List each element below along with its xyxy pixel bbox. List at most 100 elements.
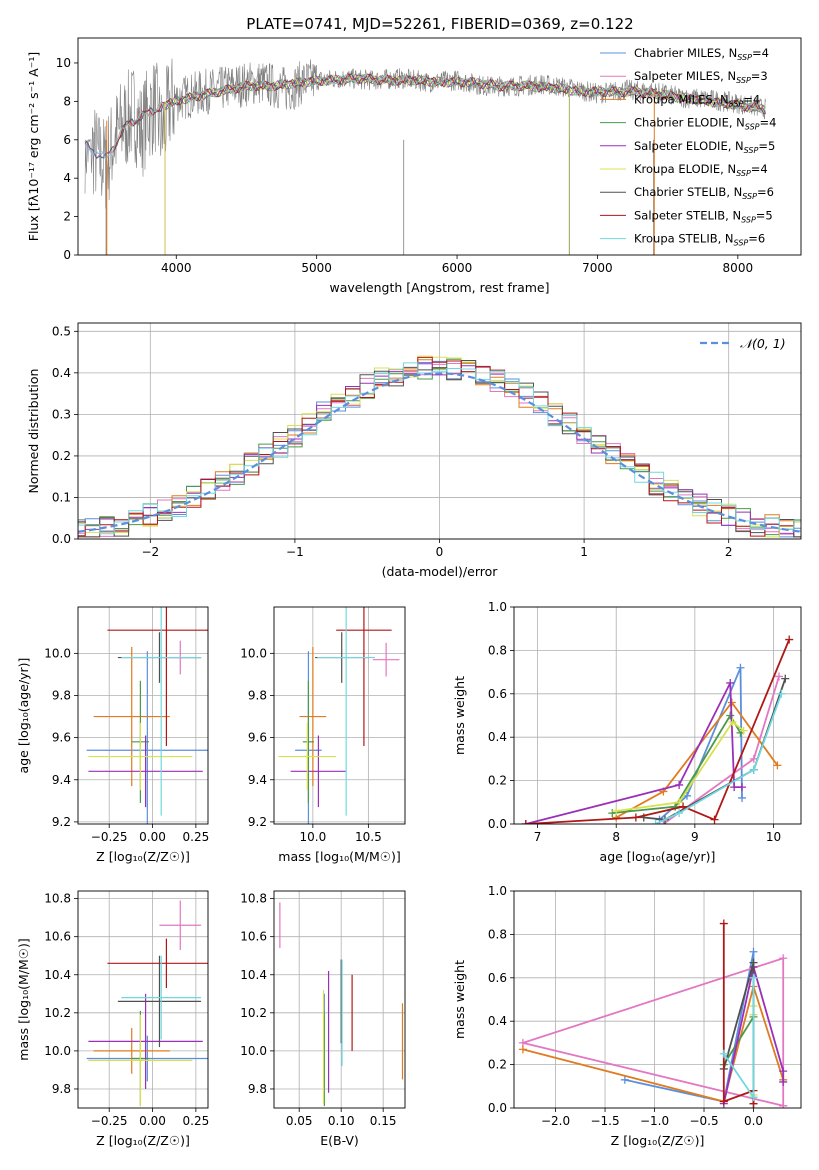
mass-weight-metallicity-plot-area <box>518 919 788 1108</box>
residuals-panel: −2 −1 0 1 2 0.0 0.1 0.2 0.3 0.4 0.5 (data-model)/er… <box>26 322 802 579</box>
mass-weight-point <box>774 672 783 681</box>
mass-weight-point <box>730 783 739 792</box>
y-tick-label: 0.0 <box>52 532 71 546</box>
y-tick-label: 9.8 <box>52 688 71 702</box>
mass-weight-line-6 <box>616 720 745 812</box>
x-tick-label: 0.25 <box>183 1114 210 1128</box>
x-tick-label: 0.00 <box>139 830 166 844</box>
y-tick-label: 0.0 <box>488 1101 507 1115</box>
x-tick-label: 0.25 <box>183 830 210 844</box>
x-tick-label: −0.25 <box>91 830 128 844</box>
residuals-plot-area <box>78 355 801 538</box>
y-axis-label: mass weight <box>452 676 467 755</box>
mass-weight-point <box>710 815 719 824</box>
mass-weight-point <box>779 1101 788 1108</box>
x-axis-label: age [log₁₀(age/yr)] <box>600 849 716 864</box>
x-tick-label: 8000 <box>723 261 754 275</box>
axes-frame <box>77 890 209 1109</box>
x-tick-label: 0.15 <box>370 1114 397 1128</box>
mass-weight-point <box>749 754 758 763</box>
x-tick-label: 0.10 <box>328 1114 355 1128</box>
y-tick-label: 9.2 <box>52 815 71 829</box>
mass-weight-line-3 <box>522 983 785 1103</box>
mass-weight-point <box>749 1093 758 1102</box>
mass-weight-point <box>749 973 758 982</box>
axes-frame <box>77 37 802 256</box>
x-tick-label: 10 <box>766 830 781 844</box>
y-tick-label: 10.0 <box>44 646 71 660</box>
axes-frame <box>77 606 209 825</box>
y-tick-label: 1.0 <box>488 884 507 898</box>
y-tick-label: 9.6 <box>248 731 267 745</box>
age-mass-panel: 10.0 10.5 9.2 9.4 9.6 9.8 10.0 mass [log₁₀(M/M☉… <box>240 606 406 864</box>
y-tick-label: 0.2 <box>52 449 71 463</box>
x-tick-label: −2.0 <box>541 1114 570 1128</box>
x-axis-label: Z [log₁₀(Z/Z☉)] <box>96 849 190 864</box>
legend-entry: Chabrier STELIB, NSSP=6 <box>634 185 774 201</box>
mass-weight-point <box>631 813 640 822</box>
y-tick-label: 10.4 <box>44 968 71 982</box>
y-tick-label: 9.8 <box>248 688 267 702</box>
y-axis-label: age [log₁₀(age/yr)] <box>16 658 31 774</box>
legend-entry: Kroupa STELIB, NSSP=6 <box>634 232 765 248</box>
y-axis-label: Normed distribution <box>26 369 41 494</box>
mass-weight-line-8 <box>525 639 791 824</box>
axes-frame <box>77 322 802 540</box>
x-tick-label: 0.05 <box>286 1114 313 1128</box>
mass-weight-point <box>777 689 786 698</box>
axes-frame <box>513 890 802 1109</box>
y-tick-label: 0 <box>63 248 71 262</box>
age-mass-plot-area <box>278 607 400 824</box>
mass-weight-point <box>612 806 621 815</box>
mass-weight-point <box>781 674 790 683</box>
y-tick-label: 6 <box>63 133 71 147</box>
y-tick-label: 9.8 <box>52 1082 71 1096</box>
x-tick-label: 5000 <box>301 261 332 275</box>
y-tick-label: 0.4 <box>52 366 71 380</box>
x-tick-label: 7000 <box>582 261 613 275</box>
x-tick-label: −1.5 <box>590 1114 619 1128</box>
y-tick-label: 0.2 <box>488 774 507 788</box>
mass-weight-point <box>675 780 684 789</box>
legend-entry: Salpeter ELODIE, NSSP=5 <box>634 139 775 155</box>
y-tick-label: 9.4 <box>52 773 71 787</box>
mass-weight-point <box>726 678 735 687</box>
model-fit-line-9 <box>84 73 766 160</box>
mass-weight-point <box>739 726 748 735</box>
spectrum-panel: 4000 5000 6000 7000 8000 0 2 4 6 8 10 wavelength [A… <box>26 37 802 295</box>
mass-weight-point <box>726 711 735 720</box>
y-tick-label: 0.0 <box>488 817 507 831</box>
x-tick-label: 0.00 <box>139 1114 166 1128</box>
y-tick-label: 0.1 <box>52 490 71 504</box>
x-axis-label: Z [log₁₀(Z/Z☉)] <box>96 1133 190 1148</box>
age-metallicity-panel: −0.25 0.00 0.25 9.2 9.4 9.6 9.8 10.0 Z [log₁₀(Z/… <box>16 606 210 864</box>
x-tick-label: 6000 <box>442 261 473 275</box>
legend-entry: Salpeter STELIB, NSSP=5 <box>634 208 773 224</box>
mass-weight-point <box>719 919 728 928</box>
x-tick-label: 9 <box>691 830 699 844</box>
x-axis-label: (data-model)/error <box>382 564 499 579</box>
residual-histogram-8 <box>78 356 801 537</box>
x-tick-label: 4000 <box>161 261 192 275</box>
mass-weight-point <box>749 958 758 967</box>
age-metallicity-plot-area <box>86 607 208 824</box>
y-tick-label: 0.3 <box>52 407 71 421</box>
x-axis-label: mass [log₁₀(M/M☉)] <box>278 849 400 864</box>
mass-weight-line-4 <box>612 713 742 814</box>
mass-weight-point <box>738 783 747 792</box>
legend-entry: Kroupa ELODIE, NSSP=4 <box>634 162 768 178</box>
normal-curve <box>78 372 801 533</box>
y-tick-label: 10.0 <box>44 1044 71 1058</box>
legend-entry: Chabrier MILES, NSSP=4 <box>634 46 769 62</box>
x-tick-label: 1 <box>580 545 588 559</box>
y-tick-label: 0.8 <box>488 927 507 941</box>
x-tick-label: −0.25 <box>91 1114 128 1128</box>
figure-title: PLATE=0741, MJD=52261, FIBERID=0369, z=0… <box>246 15 633 33</box>
y-tick-label: 0.5 <box>52 324 71 338</box>
model-fit-line-6 <box>164 73 765 113</box>
mass-weight-line-5 <box>722 966 785 1104</box>
y-tick-label: 10.2 <box>44 1006 71 1020</box>
mass-weight-age-plot-area <box>521 635 794 824</box>
mass-weight-line-9 <box>655 693 783 824</box>
mass-weight-point <box>719 1049 728 1058</box>
